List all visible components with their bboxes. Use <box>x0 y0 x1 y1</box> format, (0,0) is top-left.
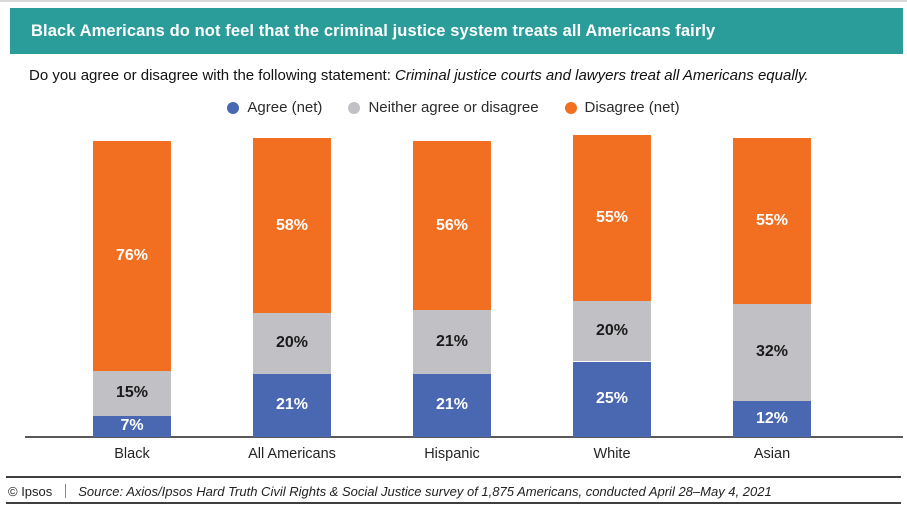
category-label: Hispanic <box>424 446 480 462</box>
legend-dot-icon <box>227 101 240 114</box>
ipsos-copyright: © Ipsos <box>8 483 53 499</box>
header-band: Black Americans do not feel that the cri… <box>10 8 903 54</box>
legend-item: Neither agree or disagree <box>348 99 539 116</box>
top-divider <box>0 0 907 2</box>
x-axis-line <box>25 436 903 438</box>
bar-segment: 76% <box>93 141 171 371</box>
bar-segment: 58% <box>253 138 331 314</box>
legend-label: Agree (net) <box>247 99 323 116</box>
bar-segment: 20% <box>253 313 331 374</box>
subtitle-statement: Criminal justice courts and lawyers trea… <box>395 67 809 84</box>
chart-subtitle: Do you agree or disagree with the follow… <box>29 67 809 84</box>
bar-segment: 21% <box>413 373 491 437</box>
bar-segment: 21% <box>253 373 331 437</box>
footer: © Ipsos Source: Axios/Ipsos Hard Truth C… <box>8 482 772 500</box>
bar-value-label: 25% <box>595 390 629 408</box>
category-label: Asian <box>753 446 791 462</box>
bar-value-label: 20% <box>275 334 309 352</box>
legend-label: Neither agree or disagree <box>368 99 539 116</box>
bar-value-label: 76% <box>115 246 149 264</box>
bar-value-label: 15% <box>115 384 149 402</box>
footer-bottom-divider <box>6 502 901 504</box>
bar-value-label: 21% <box>275 396 309 414</box>
subtitle-question: Do you agree or disagree with the follow… <box>29 67 396 84</box>
bar-segment: 12% <box>733 400 811 437</box>
source-note: Source: Axios/Ipsos Hard Truth Civil Rig… <box>78 483 772 499</box>
bar-value-label: 58% <box>275 216 309 234</box>
bar-value-label: 21% <box>435 396 469 414</box>
bar-value-label: 55% <box>595 209 629 227</box>
category-label: All Americans <box>248 446 336 462</box>
chart-legend: Agree (net) Neither agree or disagree Disa… <box>0 99 907 116</box>
legend-dot-icon <box>348 101 361 114</box>
bar-segment: 56% <box>413 141 491 311</box>
legend-label: Disagree (net) <box>584 99 680 116</box>
bar-value-label: 32% <box>755 343 789 361</box>
footer-separator <box>65 484 67 498</box>
bar-segment: 21% <box>413 310 491 374</box>
bar-segment: 7% <box>93 415 171 437</box>
legend-item: Agree (net) <box>227 99 322 116</box>
bar-value-label: 12% <box>755 409 789 427</box>
footer-top-divider <box>6 476 901 478</box>
bar-value-label: 7% <box>120 417 144 435</box>
bar-segment: 55% <box>733 138 811 305</box>
page-title: Black Americans do not feel that the cri… <box>31 21 716 40</box>
bar-segment: 55% <box>573 135 651 302</box>
bar-value-label: 21% <box>435 332 469 350</box>
legend-item: Disagree (net) <box>564 99 680 116</box>
bar-value-label: 56% <box>435 216 469 234</box>
bar-segment: 32% <box>733 304 811 401</box>
legend-dot-icon <box>564 101 577 114</box>
category-label: White <box>593 446 631 462</box>
bar-segment: 25% <box>573 361 651 437</box>
bar-value-label: 20% <box>595 322 629 340</box>
bar-segment: 20% <box>573 301 651 362</box>
bar-segment: 15% <box>93 370 171 416</box>
bar-value-label: 55% <box>755 212 789 230</box>
category-label: Black <box>114 446 150 462</box>
